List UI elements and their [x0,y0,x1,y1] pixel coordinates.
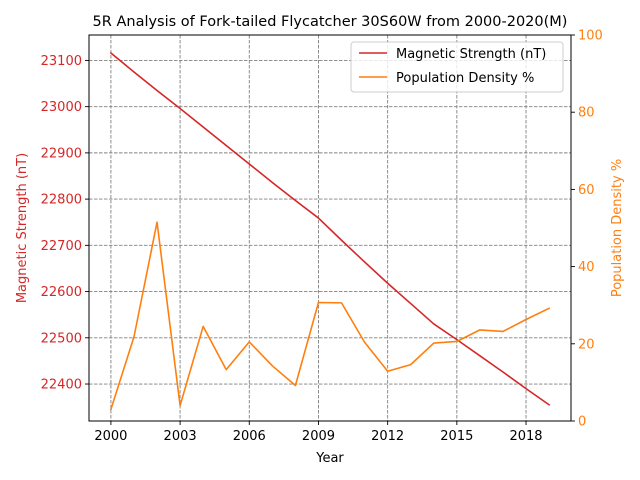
left-y-tick-label: 23000 [41,100,82,115]
plot-frame [88,34,572,422]
left-y-axis-label: Magnetic Strength (nT) [15,153,30,303]
left-y-tick-label: 22700 [41,239,82,254]
x-axis-label: Year [315,451,344,466]
axes-layer: 2000 2003 2006 2009 2012 2015 2018 22400 22500 22… [41,29,603,445]
x-tick-label: 2000 [94,429,127,444]
right-y-tick-label: 60 [578,183,595,198]
x-tick-label: 2006 [233,429,266,444]
left-y-tick-label: 22900 [41,146,82,161]
left-y-tick-label: 22400 [41,378,82,393]
legend: Magnetic Strength (nT) Population Densit… [350,41,564,93]
right-y-tick-label: 40 [578,260,595,275]
chart-title: 5R Analysis of Fork-tailed Flycatcher 30… [93,14,568,30]
x-tick-label: 2012 [371,429,404,444]
legend-box [350,41,564,93]
grid-layer [89,35,571,421]
x-tick-label: 2009 [302,429,335,444]
x-tick-label: 2018 [509,429,542,444]
left-y-tick-label: 22800 [41,193,82,208]
right-y-tick-label: 80 [578,106,595,121]
x-tick-label: 2015 [440,429,473,444]
right-y-axis-label: Population Density % [610,159,625,297]
left-y-tick-label: 22500 [41,331,82,346]
left-y-tick-label: 23100 [41,54,82,69]
right-y-tick-label: 0 [578,415,586,430]
series-layer [109,51,551,411]
magnetic-strength-line [109,51,551,406]
right-y-tick-label: 20 [578,337,595,352]
legend-label-population: Population Density % [396,71,534,86]
legend-label-magnetic: Magnetic Strength (nT) [396,47,546,62]
population-density-line [109,221,551,411]
left-y-tick-label: 22600 [41,285,82,300]
x-tick-label: 2003 [164,429,197,444]
right-y-tick-label: 100 [578,29,603,44]
